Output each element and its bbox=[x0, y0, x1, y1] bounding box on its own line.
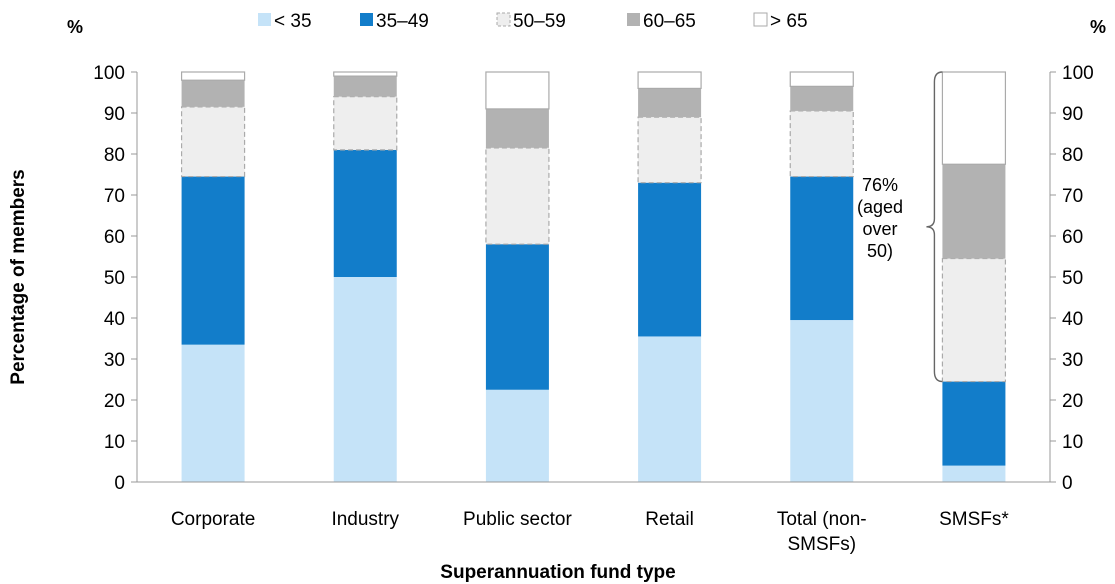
right-tick-label: 10 bbox=[1062, 432, 1083, 453]
left-tick-label: 100 bbox=[93, 63, 125, 84]
legend-swatch bbox=[360, 13, 373, 26]
left-tick-label: 0 bbox=[114, 473, 125, 494]
left-tick-label: 40 bbox=[104, 309, 125, 330]
annotation-text: 76% bbox=[862, 175, 898, 195]
bar-segment bbox=[638, 336, 702, 482]
x-axis: Corporate Industry Public sector Retail Tota… bbox=[137, 481, 1050, 555]
bar-segment bbox=[333, 95, 398, 151]
bar-segment bbox=[942, 164, 1006, 259]
right-tick-label: 70 bbox=[1062, 186, 1083, 207]
bar-segment bbox=[333, 71, 398, 77]
left-tick-label: 80 bbox=[104, 145, 125, 166]
bar-segment bbox=[942, 465, 1006, 482]
legend-label: 50–59 bbox=[513, 11, 566, 32]
bar-segment bbox=[638, 88, 702, 118]
left-tick-label: 60 bbox=[104, 227, 125, 248]
bar-segment bbox=[790, 176, 854, 321]
legend-label: < 35 bbox=[274, 11, 312, 32]
bar-segment bbox=[181, 80, 245, 107]
bar-segment bbox=[790, 86, 854, 111]
right-tick-label: 50 bbox=[1062, 268, 1083, 289]
bar-segment bbox=[637, 116, 702, 184]
category-label: Retail bbox=[645, 509, 694, 530]
legend-swatch bbox=[627, 13, 640, 26]
legend-label: 60–65 bbox=[643, 11, 696, 32]
bar-segment bbox=[485, 389, 549, 482]
right-y-axis: 0 10 20 30 40 50 60 70 80 90 100 bbox=[1049, 63, 1094, 494]
bar-segment bbox=[942, 381, 1006, 466]
left-tick-label: 10 bbox=[104, 432, 125, 453]
left-tick-label: 70 bbox=[104, 186, 125, 207]
annotation-brace bbox=[926, 71, 943, 383]
category-label: SMSFs) bbox=[787, 534, 856, 555]
bar-segment bbox=[941, 257, 1007, 383]
annotation-text: 50) bbox=[867, 241, 893, 261]
left-tick-label: 50 bbox=[104, 268, 125, 289]
right-tick-label: 20 bbox=[1062, 391, 1083, 412]
bar-segment bbox=[180, 106, 246, 178]
legend-label: 35–49 bbox=[376, 11, 429, 32]
legend: < 35 35–49 50–59 60–65 > 65 bbox=[258, 11, 808, 32]
right-tick-label: 40 bbox=[1062, 309, 1083, 330]
right-tick-label: 60 bbox=[1062, 227, 1083, 248]
y-axis-title: Percentage of members bbox=[8, 169, 29, 384]
legend-swatch bbox=[496, 12, 511, 27]
left-tick-label: 20 bbox=[104, 391, 125, 412]
bar-segment bbox=[333, 277, 397, 482]
bar-segment bbox=[941, 71, 1007, 165]
bar-segment bbox=[180, 71, 246, 81]
right-tick-label: 0 bbox=[1062, 473, 1073, 494]
category-label: Total (non- bbox=[777, 509, 867, 530]
bar-segment bbox=[181, 344, 245, 482]
legend-swatch bbox=[258, 13, 271, 26]
category-label: Corporate bbox=[171, 509, 256, 530]
right-tick-label: 80 bbox=[1062, 145, 1083, 166]
right-unit-label: % bbox=[1090, 17, 1106, 37]
right-tick-label: 90 bbox=[1062, 104, 1083, 125]
left-tick-label: 90 bbox=[104, 104, 125, 125]
bar-segment bbox=[181, 176, 245, 345]
bar-segment bbox=[485, 244, 549, 390]
bar-segment bbox=[789, 71, 854, 87]
bar-segment bbox=[333, 149, 397, 277]
bar-segment bbox=[333, 76, 397, 97]
legend-swatch bbox=[753, 12, 768, 27]
right-tick-label: 30 bbox=[1062, 350, 1083, 371]
category-label: SMSFs* bbox=[939, 509, 1009, 530]
bar-segment bbox=[485, 108, 549, 148]
annotation-text: (aged bbox=[857, 197, 903, 217]
bar-segment bbox=[485, 147, 550, 245]
bar-segment bbox=[789, 110, 854, 178]
bar-segment bbox=[637, 71, 702, 89]
right-tick-label: 100 bbox=[1062, 63, 1094, 84]
x-axis-title: Superannuation fund type bbox=[440, 562, 675, 583]
category-label: Industry bbox=[331, 509, 399, 530]
annotation-text: over bbox=[862, 219, 897, 239]
left-unit-label: % bbox=[67, 17, 83, 37]
bar-segment bbox=[790, 320, 854, 482]
left-tick-label: 30 bbox=[104, 350, 125, 371]
category-label: Public sector bbox=[463, 509, 572, 530]
bar-segment bbox=[638, 182, 702, 337]
legend-label: > 65 bbox=[770, 11, 808, 32]
left-y-axis: 0 10 20 30 40 50 60 70 80 90 100 bbox=[93, 63, 138, 494]
bar-segment bbox=[485, 71, 550, 110]
bars bbox=[180, 71, 1007, 482]
